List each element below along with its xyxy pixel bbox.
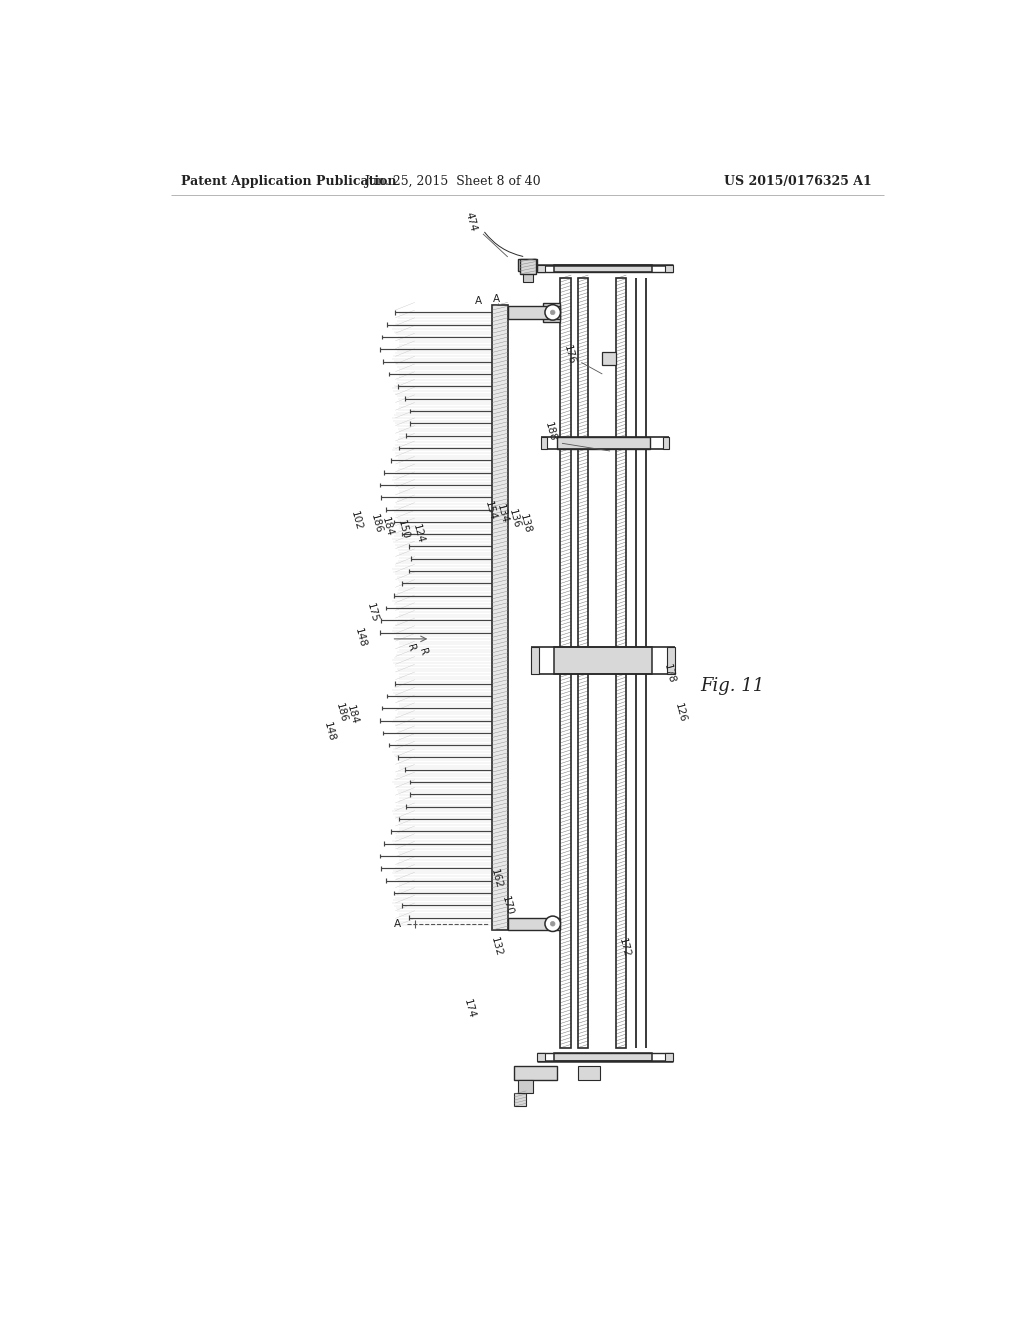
Text: 136: 136 (507, 508, 521, 529)
Text: R: R (417, 647, 428, 656)
Text: A: A (393, 919, 400, 929)
Bar (514, 1093, 526, 1106)
Text: 138: 138 (518, 513, 532, 535)
Circle shape (550, 310, 555, 314)
Text: 170: 170 (501, 895, 515, 916)
Text: 148: 148 (353, 627, 368, 648)
Text: Fig. 11: Fig. 11 (700, 677, 765, 694)
Text: 172: 172 (616, 937, 632, 958)
Bar (531, 647, 539, 675)
Bar (518, 259, 538, 271)
Text: 154: 154 (483, 500, 498, 521)
Bar (538, 264, 545, 272)
Bar (508, 917, 560, 929)
Text: 150: 150 (395, 519, 411, 540)
Text: 132: 132 (488, 936, 504, 958)
Bar (602, 352, 616, 364)
Bar (493, 305, 508, 929)
Bar (560, 277, 571, 1048)
Text: R: R (406, 643, 417, 652)
Bar (541, 437, 547, 449)
Text: 162: 162 (488, 867, 504, 890)
Text: 126: 126 (673, 702, 688, 723)
Text: 188: 188 (543, 421, 558, 442)
Bar (616, 277, 627, 1048)
Text: Patent Application Publication: Patent Application Publication (180, 176, 396, 187)
Bar (554, 264, 652, 272)
Circle shape (545, 305, 560, 321)
Text: A: A (475, 296, 482, 306)
Text: Jun. 25, 2015  Sheet 8 of 40: Jun. 25, 2015 Sheet 8 of 40 (364, 176, 541, 187)
Bar (523, 271, 532, 281)
Bar (544, 304, 560, 322)
Bar (663, 437, 669, 449)
Text: 474: 474 (464, 211, 479, 234)
Bar (665, 264, 673, 272)
Bar (547, 306, 557, 318)
Bar (520, 259, 536, 275)
Bar (508, 306, 560, 318)
Bar (557, 437, 649, 449)
Bar (554, 647, 652, 675)
Bar (578, 277, 589, 1048)
Text: 134: 134 (495, 503, 510, 525)
Bar (514, 1067, 557, 1080)
Bar (554, 1053, 652, 1061)
Text: 148: 148 (323, 721, 337, 743)
Text: 184: 184 (380, 516, 395, 537)
Bar (518, 1080, 534, 1093)
Text: A: A (493, 293, 500, 304)
Text: 178: 178 (662, 664, 676, 685)
Text: 174: 174 (462, 998, 476, 1020)
Text: 175: 175 (365, 602, 380, 623)
Text: 176: 176 (562, 343, 578, 366)
Text: 102: 102 (349, 510, 364, 531)
Text: 184: 184 (345, 704, 360, 726)
Bar (538, 1053, 545, 1061)
Text: US 2015/0176325 A1: US 2015/0176325 A1 (724, 176, 872, 187)
Bar (665, 1053, 673, 1061)
Text: 186: 186 (334, 702, 348, 723)
Circle shape (545, 916, 560, 932)
Circle shape (550, 921, 555, 927)
Bar (668, 647, 675, 675)
Bar (578, 1067, 600, 1080)
Text: 186: 186 (369, 513, 383, 535)
Text: 124: 124 (412, 523, 426, 545)
